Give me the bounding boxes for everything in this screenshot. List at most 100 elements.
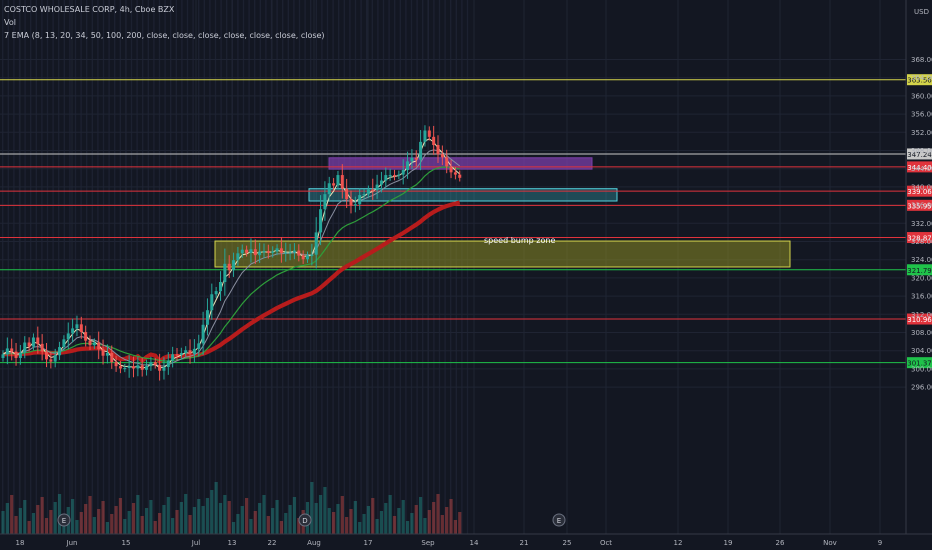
volume-bar (275, 500, 279, 534)
candle-body (92, 342, 96, 346)
volume-indicator-label[interactable]: Vol (4, 18, 16, 27)
candle-body (58, 347, 62, 356)
candle-body (10, 348, 14, 352)
price-axis[interactable]: 296.00 300.00 304.00 308.00 312.00 316.00 320.… (905, 0, 932, 534)
candles (1, 125, 462, 381)
ema-fast-line (2, 138, 461, 369)
volume-bar (40, 497, 44, 534)
time-tick-label: 25 (563, 539, 572, 547)
volume-bar (118, 498, 123, 534)
level-price-tag (907, 357, 932, 369)
candle-body (406, 161, 410, 171)
time-axis[interactable]: 18 Jun 15 Jul 13 22 Aug 17 Sep 14 21 25 Oct 12 19 26 Nov… (0, 533, 932, 547)
candle-body (219, 281, 222, 292)
currency-label: USD (914, 8, 929, 16)
candle-body (314, 232, 318, 255)
volume-bar (366, 506, 370, 534)
volume-bar (18, 508, 22, 534)
level-price-label: 363.56 (907, 77, 932, 85)
level-price-tag (907, 161, 932, 173)
volume-bar (210, 490, 214, 534)
volume-bar (432, 502, 436, 534)
zone-yellow (214, 240, 791, 268)
candle-body (114, 362, 118, 367)
volume-bar (358, 522, 362, 534)
session-stripe (41, 0, 43, 534)
level-price-tag (907, 313, 932, 325)
event-marker[interactable]: D (298, 513, 312, 527)
volume-bar (397, 508, 401, 534)
candle-body (101, 349, 105, 356)
price-tick-label: 316.00 (911, 293, 932, 301)
horizontal-levels[interactable]: 363.56 347.24 344.40 339.06 335.95 328.87 321.… (0, 74, 932, 369)
volume-bar (388, 495, 392, 534)
volume-bar (153, 521, 157, 534)
candle-body (88, 340, 92, 346)
candle-body (201, 324, 205, 344)
candle-body (345, 188, 349, 200)
candle-body (388, 175, 392, 177)
volume-bar (371, 498, 375, 534)
time-tick-label: Nov (823, 539, 837, 547)
volume-bar (158, 513, 162, 534)
session-stripe (192, 0, 194, 534)
candle-body (301, 255, 305, 260)
session-stripe (74, 0, 77, 534)
session-stripe (164, 0, 166, 534)
candle-body (71, 328, 75, 334)
candle-body (371, 189, 375, 191)
volume-bar (79, 512, 83, 534)
candle-body (332, 183, 336, 186)
session-stripe (108, 0, 110, 534)
event-marker[interactable]: E (552, 513, 566, 527)
candle-body (62, 339, 66, 348)
session-stripe (69, 0, 71, 534)
candle-body (97, 342, 101, 350)
session-stripe (52, 0, 54, 534)
candle-body (214, 291, 218, 295)
speed-bump-zone-label: speed bump zone (484, 236, 556, 245)
candle-body (236, 253, 240, 261)
candle-body (31, 337, 35, 347)
candle-body (132, 366, 135, 369)
volume-bar (57, 494, 62, 534)
price-tick-label: 340.00 (911, 183, 932, 191)
volume-bar (401, 500, 405, 534)
ema-indicator-label[interactable]: 7 EMA (8, 13, 20, 34, 50, 100, 200, clos… (4, 31, 325, 40)
candle-body (288, 252, 292, 254)
candle-body (419, 141, 423, 160)
candle-body (79, 324, 83, 333)
symbol-title[interactable]: COSTCO WHOLESALE CORP, 4h, Cboe BZX (4, 5, 175, 14)
volume-bar (49, 510, 53, 534)
candle-body (175, 354, 179, 356)
candle-body (27, 342, 31, 347)
session-stripe (142, 0, 144, 534)
volume-bar (136, 495, 140, 534)
volume-bar (223, 495, 227, 534)
session-stripe (153, 0, 155, 534)
level-price-tag (907, 264, 932, 276)
volume-bar (258, 503, 262, 534)
session-stripe (13, 0, 15, 534)
volume-bar (436, 494, 440, 534)
candle-body (306, 255, 309, 260)
candle-body (171, 354, 175, 361)
ema-mid-line (2, 166, 460, 362)
candle-body (323, 194, 327, 210)
volume-bar (92, 517, 96, 534)
volume-bar (205, 498, 210, 534)
event-marker[interactable]: E (57, 513, 71, 527)
level-price-label: 344.40 (907, 164, 932, 172)
price-tick-label: 336.00 (911, 202, 932, 210)
session-stripe (130, 0, 133, 534)
candle-body (105, 352, 109, 356)
candle-body (192, 348, 196, 354)
session-stripe (97, 0, 99, 534)
volume-bar (245, 498, 249, 534)
volume-bar (236, 514, 240, 534)
candle-body (49, 359, 53, 362)
volume-bar (114, 506, 118, 534)
volume-bar (362, 514, 366, 534)
